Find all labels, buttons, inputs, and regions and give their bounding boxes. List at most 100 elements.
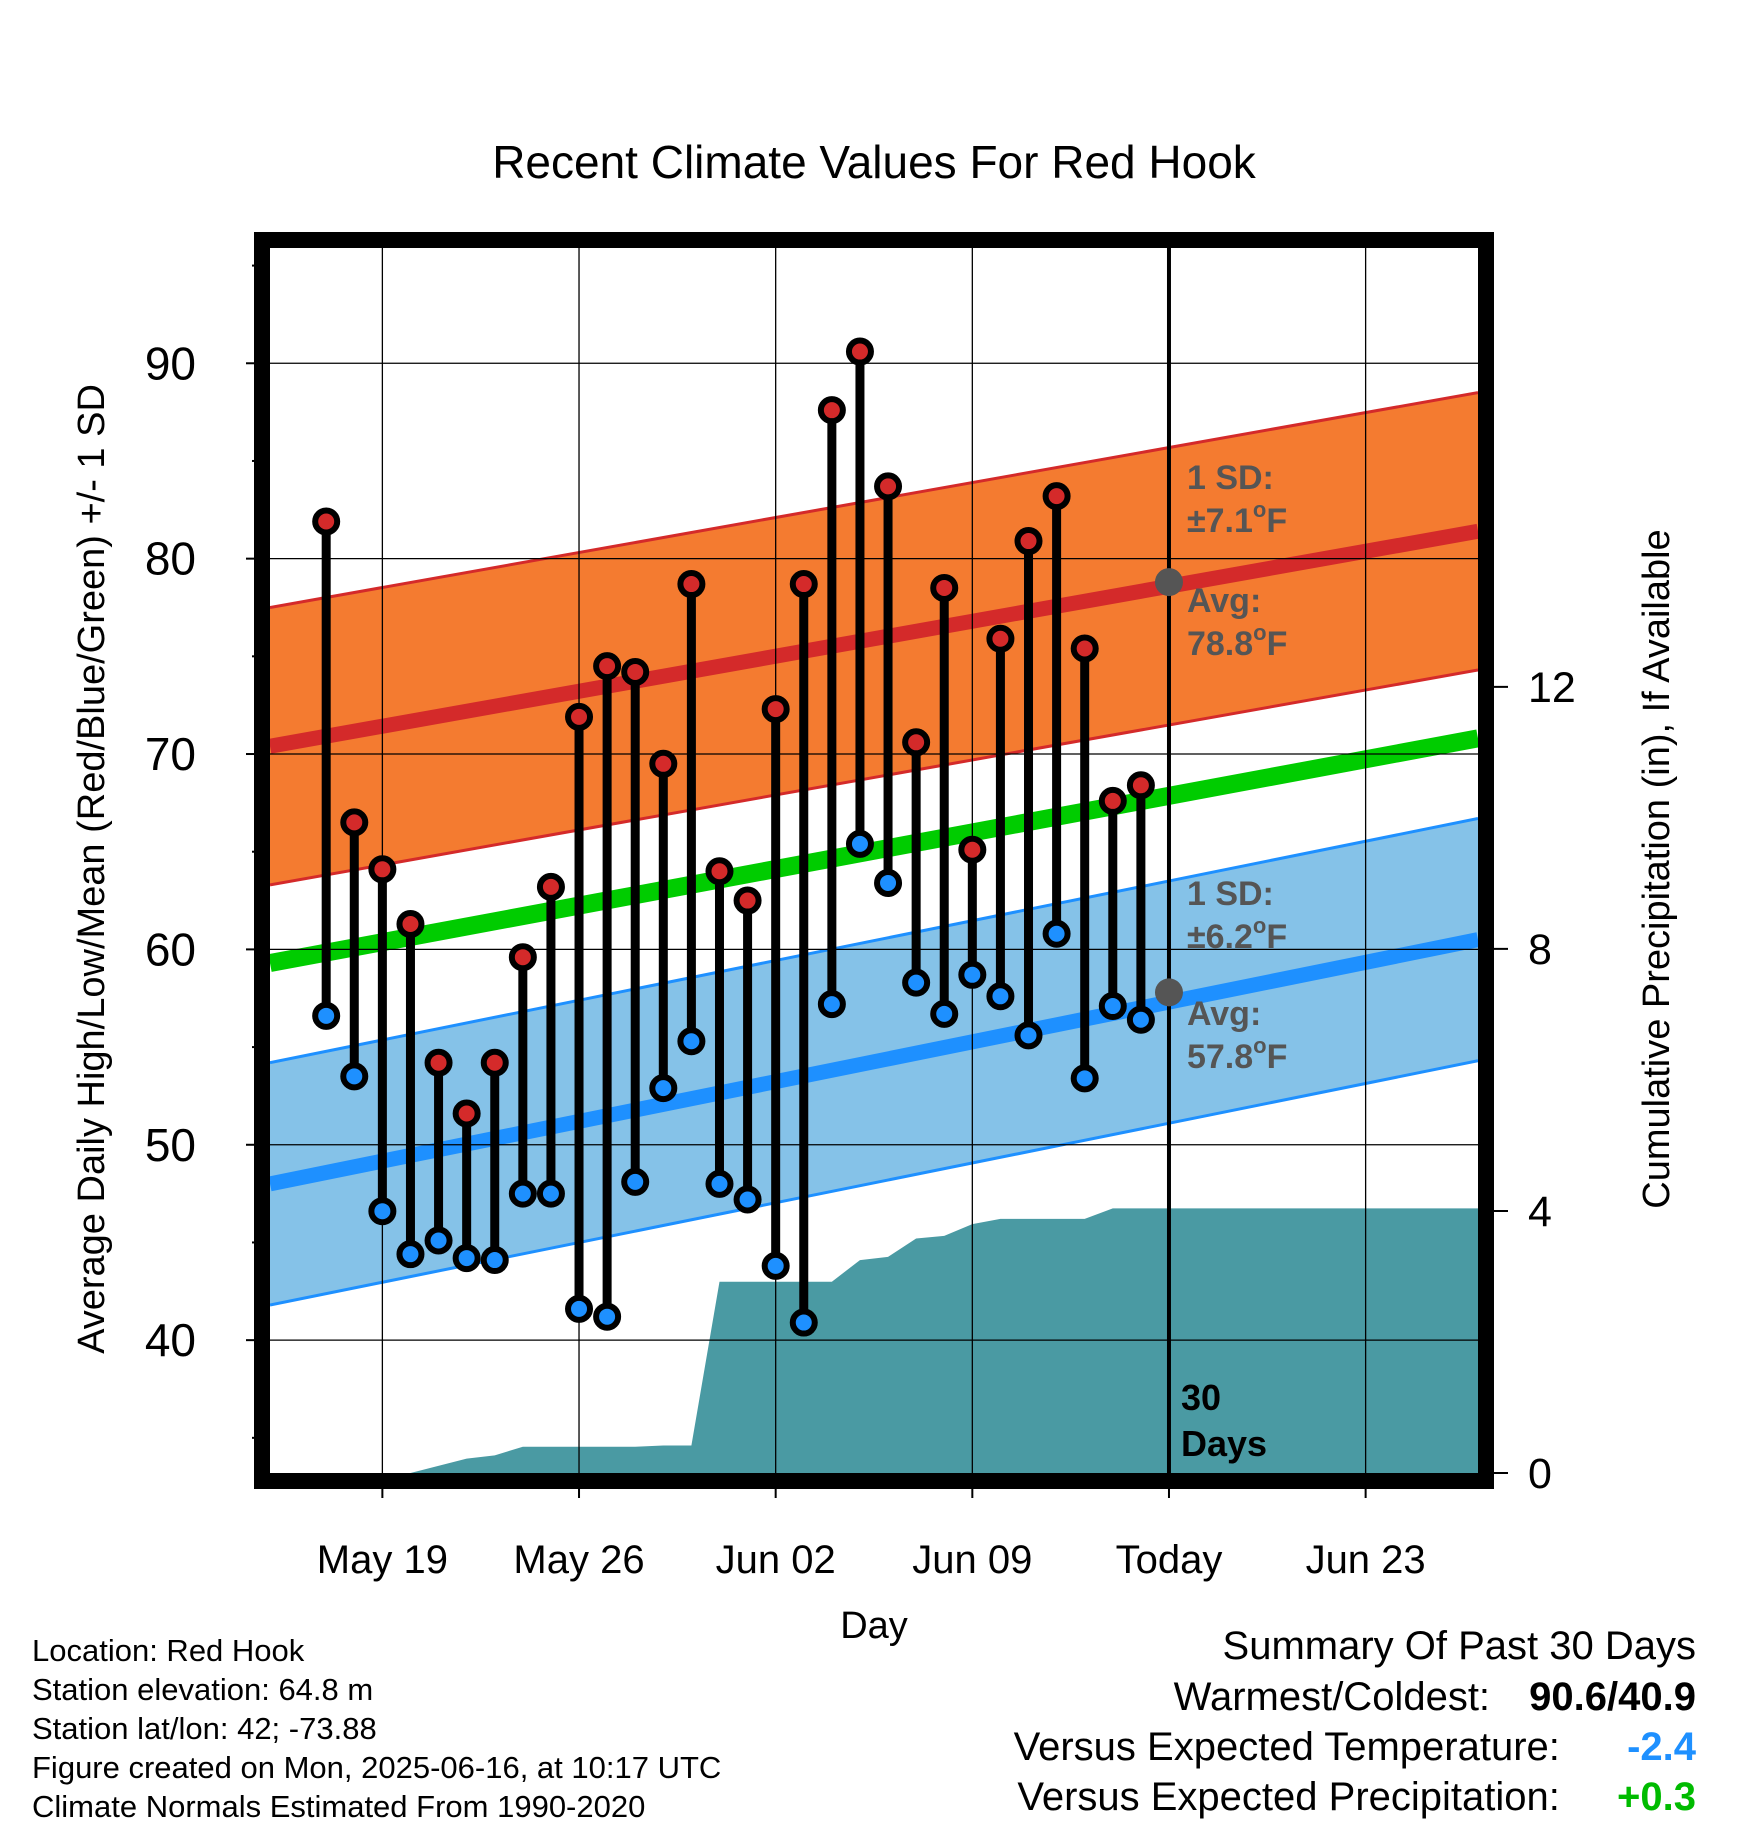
- latlon-text: Station lat/lon: 42; -73.88: [32, 1711, 377, 1746]
- low-temp-point: [958, 960, 987, 989]
- mean-avg-line: [270, 729, 1478, 972]
- warmest-coldest-row: Warmest/Coldest: 90.6/40.9: [1174, 1677, 1696, 1717]
- low-temp-point: [874, 868, 903, 897]
- high-temp-point: [536, 872, 565, 901]
- y2-tick-label: 8: [1528, 926, 1552, 974]
- low-temp-point: [761, 1251, 790, 1280]
- y-tick-label: 50: [145, 1119, 196, 1171]
- degree-symbol: o: [1253, 913, 1266, 938]
- low-temp-point: [1042, 919, 1071, 948]
- precip-departure-value: +0.3: [1617, 1775, 1696, 1819]
- high-temp-point: [902, 728, 931, 757]
- summary-title: Summary Of Past 30 Days: [1222, 1624, 1696, 1668]
- degree-symbol: o: [1253, 1033, 1266, 1058]
- low-temp-point: [677, 1027, 706, 1056]
- high-temp-point: [1098, 786, 1127, 815]
- low-temp-point: [1098, 992, 1127, 1021]
- high-temp-point: [930, 573, 959, 602]
- today-high-avg-marker: [1154, 568, 1183, 597]
- high-temp-point: [1070, 634, 1099, 663]
- low-temp-point: [1126, 1005, 1155, 1034]
- y-axis-label: Average Daily High/Low/Mean (Red/Blue/Gr…: [71, 384, 113, 1354]
- low-sd-value: ±6.2oF: [1187, 913, 1287, 956]
- low-temp-point: [452, 1244, 481, 1273]
- high-avg-value: 78.8oF: [1187, 620, 1287, 663]
- high-temp-point: [705, 857, 734, 886]
- high-temp-point: [677, 570, 706, 599]
- low-avg-value: 57.8oF: [1187, 1033, 1287, 1076]
- low-temp-point: [817, 990, 846, 1019]
- low-temp-point: [1070, 1064, 1099, 1093]
- high-temp-point: [761, 695, 790, 724]
- high-temp-point: [340, 808, 369, 837]
- low-temp-point: [733, 1185, 762, 1214]
- high-temp-point: [845, 337, 874, 366]
- high-temp-point: [508, 943, 537, 972]
- low-temp-point: [396, 1240, 425, 1269]
- plot-frame: [254, 232, 1494, 1489]
- high-sd-label: 1 SD:: [1187, 459, 1274, 497]
- high-temp-point: [649, 749, 678, 778]
- high-temp-point: [621, 657, 650, 686]
- high-upper-sd-line: [270, 391, 1478, 609]
- high-temp-point: [480, 1048, 509, 1077]
- low-temp-point: [340, 1062, 369, 1091]
- x-axis-label: Day: [840, 1605, 908, 1647]
- elevation-text: Station elevation: 64.8 m: [32, 1672, 374, 1707]
- high-temp-point: [1126, 771, 1155, 800]
- low-temp-point: [1014, 1021, 1043, 1050]
- y-tick-label: 90: [145, 337, 196, 389]
- low-temp-point: [424, 1226, 453, 1255]
- high-temp-point: [396, 909, 425, 938]
- y-tick-label: 60: [145, 923, 196, 975]
- low-temp-point: [508, 1179, 537, 1208]
- chart-title: Recent Climate Values For Red Hook: [492, 136, 1257, 188]
- location-text: Location: Red Hook: [32, 1633, 305, 1668]
- window-days-label: Days: [1181, 1423, 1267, 1464]
- high-temp-point: [1014, 527, 1043, 556]
- high-temp-point: [312, 507, 341, 536]
- low-temp-point: [845, 829, 874, 858]
- degree-symbol: o: [1253, 497, 1266, 522]
- warmest-coldest-value: 90.6/40.9: [1529, 1675, 1696, 1719]
- y-tick-label: 40: [145, 1314, 196, 1366]
- low-temp-point: [986, 982, 1015, 1011]
- low-temp-point: [902, 968, 931, 997]
- low-temp-point: [480, 1246, 509, 1275]
- precip-departure-label: Versus Expected Precipitation:: [1017, 1775, 1560, 1819]
- low-avg-label: Avg:: [1187, 995, 1261, 1033]
- y2-tick-label: 0: [1528, 1450, 1552, 1498]
- high-temp-point: [565, 702, 594, 731]
- x-tick-label: Jun 23: [1306, 1538, 1426, 1582]
- high-sd-value: ±7.1oF: [1187, 497, 1287, 540]
- low-temp-point: [649, 1074, 678, 1103]
- temp-departure-value: -2.4: [1627, 1725, 1696, 1769]
- low-sd-label: 1 SD:: [1187, 875, 1274, 913]
- created-text: Figure created on Mon, 2025-06-16, at 10…: [32, 1750, 722, 1785]
- y2-tick-label: 4: [1528, 1188, 1552, 1236]
- y2-axis-label: Cumulative Precipitation (in), If Availa…: [1636, 529, 1678, 1208]
- low-temp-point: [705, 1169, 734, 1198]
- temp-departure-label: Versus Expected Temperature:: [1013, 1725, 1560, 1769]
- high-temp-point: [1042, 482, 1071, 511]
- x-tick-label: Today: [1116, 1538, 1223, 1582]
- x-tick-label: May 26: [513, 1538, 644, 1582]
- low-temp-point: [621, 1167, 650, 1196]
- low-upper-sd-line: [270, 817, 1478, 1065]
- low-temp-point: [312, 1001, 341, 1030]
- high-temp-point: [368, 855, 397, 884]
- high-lower-sd-line: [270, 668, 1478, 887]
- high-temp-point: [817, 396, 846, 425]
- low-temp-point: [368, 1197, 397, 1226]
- y2-tick-label: 12: [1528, 664, 1576, 712]
- unit-symbol: F: [1267, 625, 1288, 663]
- temp-departure-row: Versus Expected Temperature: -2.4: [1014, 1727, 1696, 1767]
- normals-text: Climate Normals Estimated From 1990-2020: [32, 1789, 646, 1824]
- low-temp-point: [930, 999, 959, 1028]
- precip-departure-row: Versus Expected Precipitation: +0.3: [1017, 1777, 1696, 1817]
- low-temp-point: [565, 1294, 594, 1323]
- unit-symbol: F: [1266, 918, 1287, 956]
- high-temp-point: [593, 652, 622, 681]
